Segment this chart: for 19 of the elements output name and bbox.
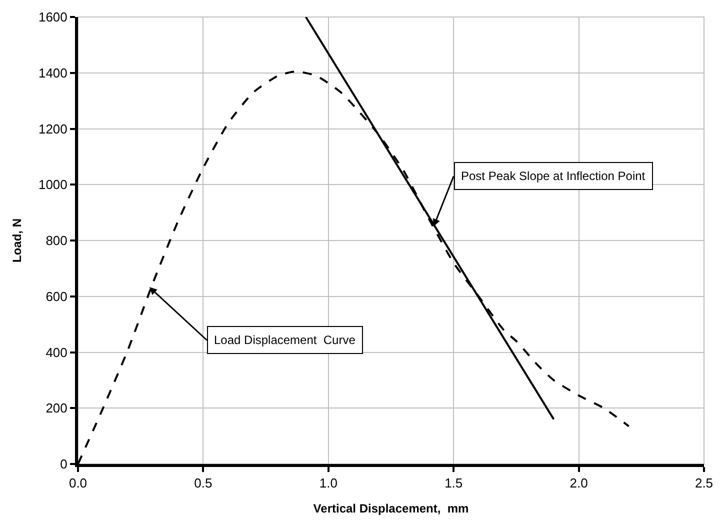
y-tick-label: 1600: [38, 10, 68, 25]
x-tick-label: 2.5: [694, 476, 714, 491]
annotation: Load Displacement Curve: [214, 333, 356, 347]
x-tick-label: 1.0: [319, 476, 338, 491]
y-tick-label: 0: [60, 456, 68, 472]
x-tick-label: 1.5: [444, 476, 463, 491]
x-tick-label: 0.5: [194, 476, 212, 491]
annotation: Post Peak Slope at Inflection Point: [461, 169, 646, 183]
x-axis-title: Vertical Displacement, mm: [313, 502, 469, 516]
y-tick-label: 200: [46, 400, 68, 416]
y-axis-title: Load, N: [10, 218, 24, 262]
y-tick-label: 800: [46, 233, 68, 248]
y-tick-label: 600: [46, 288, 68, 304]
y-tick-label: 400: [46, 344, 68, 360]
y-tick-label: 1000: [38, 177, 68, 192]
x-tick-label: 0.0: [68, 476, 88, 491]
x-tick-label: 2.0: [570, 476, 588, 491]
y-tick-label: 1200: [38, 121, 68, 136]
y-tick-label: 1400: [38, 65, 68, 80]
